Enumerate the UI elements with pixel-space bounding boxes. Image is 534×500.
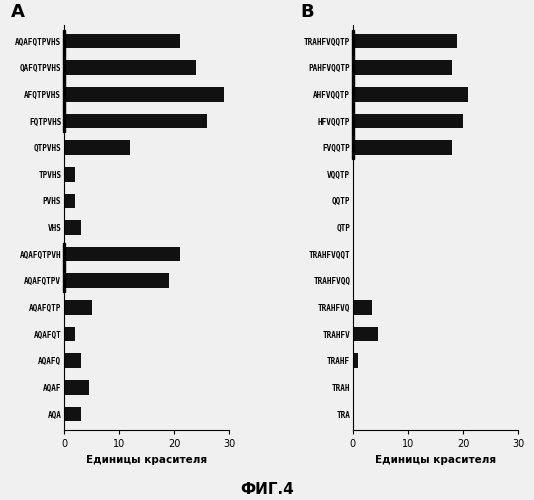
Bar bbox=[64, 140, 130, 155]
Bar bbox=[353, 194, 354, 208]
Bar bbox=[353, 380, 354, 394]
Bar bbox=[353, 406, 354, 422]
Bar bbox=[353, 247, 354, 262]
X-axis label: Единицы красителя: Единицы красителя bbox=[86, 454, 207, 464]
Bar bbox=[353, 34, 458, 48]
Bar bbox=[64, 327, 75, 342]
Bar bbox=[64, 114, 207, 128]
Bar bbox=[64, 300, 92, 315]
Bar bbox=[64, 406, 81, 422]
Bar bbox=[353, 327, 378, 342]
Bar bbox=[64, 34, 179, 48]
Bar bbox=[353, 300, 372, 315]
Bar bbox=[353, 167, 354, 182]
Bar bbox=[64, 247, 179, 262]
Bar bbox=[64, 380, 89, 394]
Bar bbox=[353, 60, 452, 75]
Bar bbox=[64, 354, 81, 368]
X-axis label: Единицы красителя: Единицы красителя bbox=[375, 454, 496, 464]
Bar bbox=[64, 87, 224, 102]
Text: ФИГ.4: ФИГ.4 bbox=[240, 482, 294, 498]
Bar bbox=[64, 167, 75, 182]
Bar bbox=[353, 87, 468, 102]
Text: B: B bbox=[300, 3, 314, 21]
Bar bbox=[353, 220, 354, 235]
Bar bbox=[64, 274, 169, 288]
Bar bbox=[353, 140, 452, 155]
Bar bbox=[353, 114, 463, 128]
Text: A: A bbox=[11, 3, 25, 21]
Bar bbox=[64, 60, 196, 75]
Bar bbox=[353, 354, 358, 368]
Bar bbox=[64, 220, 81, 235]
Bar bbox=[353, 274, 354, 288]
Bar bbox=[64, 194, 75, 208]
